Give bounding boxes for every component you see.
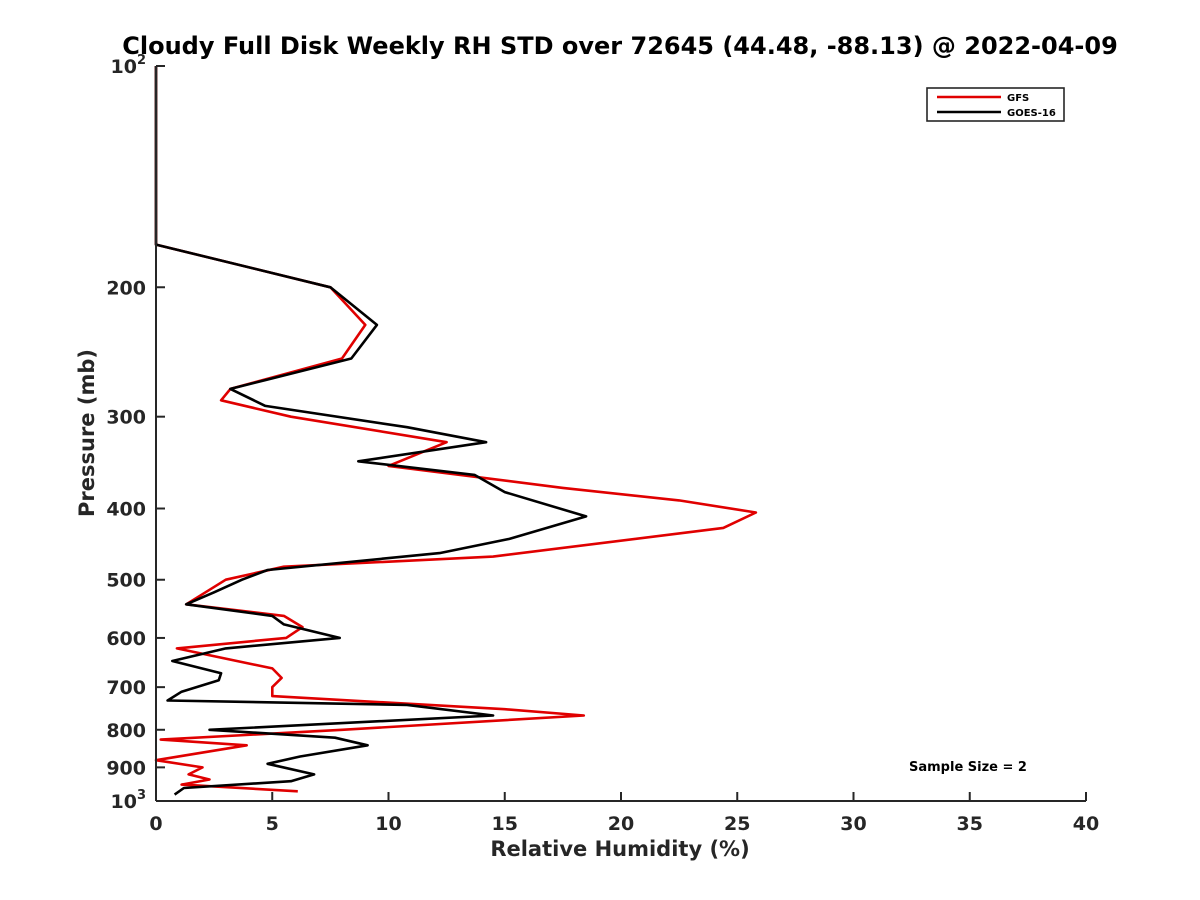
x-tick-label: 0 (149, 813, 162, 835)
series-layer (154, 66, 758, 796)
legend-box (926, 87, 1065, 122)
series-line-gfs (154, 66, 758, 793)
y-tick-label: 900 (106, 757, 146, 779)
x-axis-label: Relative Humidity (%) (490, 837, 749, 861)
y-tick-label: 800 (106, 720, 146, 742)
x-tick-label: 30 (840, 813, 866, 835)
plot-area: 0 5 10 15 20 25 30 35 40 102 200 300 400 500 600 700 800… (106, 53, 1099, 835)
y-tick-label: 400 (106, 499, 146, 521)
chart-title: Cloudy Full Disk Weekly RH STD over 7264… (122, 32, 1118, 60)
y-axis-label: Pressure (mb) (75, 349, 99, 517)
series-line-goes-16 (154, 66, 588, 796)
x-tick-label: 5 (266, 813, 279, 835)
legend-label: GOES-16 (1007, 108, 1056, 119)
legend-label: GFS (1007, 93, 1029, 104)
x-tick-label: 40 (1073, 813, 1099, 835)
y-tick-label: 200 (106, 277, 146, 299)
x-tick-label: 35 (957, 813, 983, 835)
x-tick-label: 15 (492, 813, 518, 835)
y-tick-label: 300 (106, 407, 146, 429)
x-tick-label: 10 (375, 813, 401, 835)
y-tick-label: 700 (106, 677, 146, 699)
y-tick-label: 102 (111, 53, 147, 78)
x-tick-label: 20 (608, 813, 634, 835)
axes-layer: 0 5 10 15 20 25 30 35 40 102 200 300 400 500 600 700 800… (106, 53, 1099, 835)
y-tick-label: 600 (106, 628, 146, 650)
legend: GFS GOES-16 (926, 87, 1065, 122)
y-tick-label: 500 (106, 570, 146, 592)
sample-size-annotation: Sample Size = 2 (909, 760, 1027, 775)
y-tick-label: 103 (111, 788, 147, 813)
x-tick-label: 25 (724, 813, 750, 835)
